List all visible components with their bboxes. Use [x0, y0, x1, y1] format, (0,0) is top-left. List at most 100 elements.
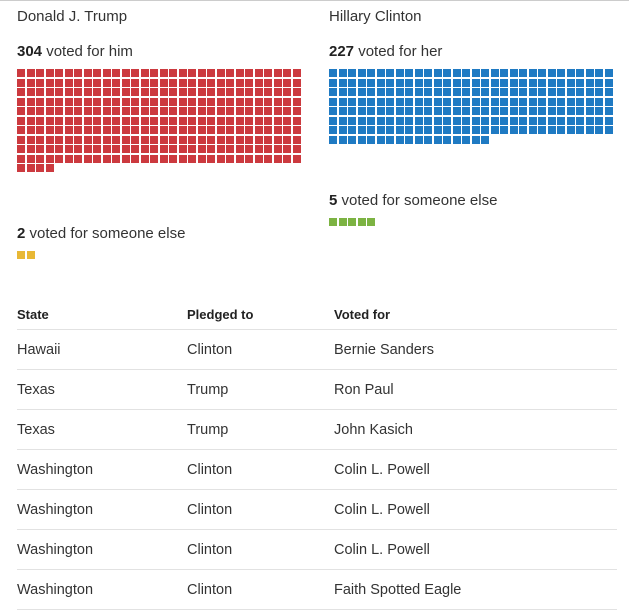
clinton-vote-square	[338, 135, 347, 144]
trump-vote-square	[207, 126, 215, 134]
trump-vote-square	[188, 154, 196, 163]
header-pledged-to: Pledged to	[187, 300, 334, 330]
trump-vote-square	[112, 97, 120, 106]
trump-vote-square	[45, 145, 54, 153]
clinton-vote-square	[509, 126, 518, 134]
trump-vote-square	[254, 97, 263, 106]
trump-vote-square	[216, 97, 225, 106]
trump-vote-square	[74, 97, 82, 106]
clinton-vote-square	[433, 78, 442, 87]
clinton-vote-square	[329, 135, 337, 144]
trump-vote-square	[226, 97, 234, 106]
clinton-vote-square	[585, 78, 594, 87]
clinton-vote-square	[329, 126, 337, 134]
clinton-vote-square	[547, 69, 556, 77]
trump-vote-square	[64, 107, 73, 115]
clinton-vote-square	[519, 88, 527, 96]
clinton-vote-square	[471, 97, 480, 106]
clinton-vote-square	[471, 78, 480, 87]
trump-vote-square	[245, 88, 253, 96]
trump-vote-square	[26, 154, 35, 163]
trump-vote-square	[264, 97, 272, 106]
trump-vote-square	[169, 145, 177, 153]
trump-vote-square	[102, 69, 111, 77]
trump-vote-square	[197, 126, 206, 134]
clinton-vote-square	[367, 126, 375, 134]
trump-vote-square	[273, 145, 282, 153]
trump-vote-square	[150, 78, 158, 87]
trump-vote-square	[131, 126, 139, 134]
clinton-vote-square	[405, 88, 413, 96]
trump-vote-square	[83, 154, 92, 163]
clinton-vote-square	[462, 116, 470, 125]
clinton-vote-square	[604, 78, 613, 87]
trump-vote-square	[64, 78, 73, 87]
clinton-vote-square	[414, 78, 423, 87]
clinton-vote-square	[557, 69, 565, 77]
table-row: Texas Trump John Kasich	[17, 409, 617, 450]
clinton-vote-square	[538, 126, 546, 134]
clinton-vote-square	[329, 97, 337, 106]
trump-vote-square	[273, 154, 282, 163]
trump-vote-square	[112, 88, 120, 96]
trump-vote-square	[93, 69, 101, 77]
trump-vote-square	[207, 78, 215, 87]
trump-vote-square	[283, 116, 291, 125]
trump-vote-square	[150, 69, 158, 77]
clinton-vote-square	[471, 116, 480, 125]
trump-vote-square	[207, 154, 215, 163]
trump-vote-square	[159, 97, 168, 106]
clinton-vote-square	[424, 78, 432, 87]
clinton-vote-square	[547, 107, 556, 115]
trump-vote-square	[55, 78, 63, 87]
trump-vote-square	[140, 154, 149, 163]
trump-vote-square	[140, 126, 149, 134]
trump-vote-square	[74, 69, 82, 77]
clinton-vote-square	[576, 69, 584, 77]
trump-vote-square	[169, 116, 177, 125]
clinton-vote-square	[519, 126, 527, 134]
trump-vote-square	[292, 154, 301, 163]
clinton-vote-square	[386, 116, 394, 125]
clinton-vote-square	[528, 69, 537, 77]
trump-vote-square	[178, 116, 187, 125]
trump-vote-square	[102, 154, 111, 163]
clinton-vote-square	[557, 78, 565, 87]
clinton-vote-square	[557, 116, 565, 125]
trump-vote-square	[159, 116, 168, 125]
clinton-vote-square	[405, 116, 413, 125]
clinton-vote-square	[395, 126, 404, 134]
clinton-other-suffix: voted for someone else	[337, 192, 498, 209]
clinton-vote-square	[576, 126, 584, 134]
trump-vote-square	[188, 97, 196, 106]
clinton-vote-square	[576, 116, 584, 125]
trump-vote-square	[26, 116, 35, 125]
clinton-vote-square	[576, 97, 584, 106]
trump-other-vote-square	[26, 251, 35, 259]
clinton-vote-square	[538, 78, 546, 87]
clinton-vote-square	[471, 88, 480, 96]
trump-vote-square	[64, 126, 73, 134]
clinton-vote-square	[509, 116, 518, 125]
clinton-vote-square	[528, 78, 537, 87]
trump-vote-square	[188, 78, 196, 87]
trump-vote-square	[26, 88, 35, 96]
clinton-vote-square	[519, 97, 527, 106]
trump-vote-square	[159, 135, 168, 144]
clinton-vote-square	[462, 135, 470, 144]
trump-vote-square	[169, 107, 177, 115]
clinton-vote-square	[395, 78, 404, 87]
clinton-vote-square	[405, 69, 413, 77]
trump-vote-square	[292, 78, 301, 87]
cell-pledged-to: Trump	[187, 409, 334, 450]
trump-other-count: 2	[17, 225, 26, 242]
trump-vote-square	[26, 107, 35, 115]
trump-vote-square	[150, 145, 158, 153]
trump-vote-square	[226, 154, 234, 163]
trump-vote-square	[112, 116, 120, 125]
clinton-vote-square	[566, 97, 575, 106]
clinton-vote-square	[500, 88, 508, 96]
table-row: Washington Clinton Colin L. Powell	[17, 449, 617, 490]
clinton-vote-square	[566, 88, 575, 96]
clinton-vote-square	[595, 107, 603, 115]
